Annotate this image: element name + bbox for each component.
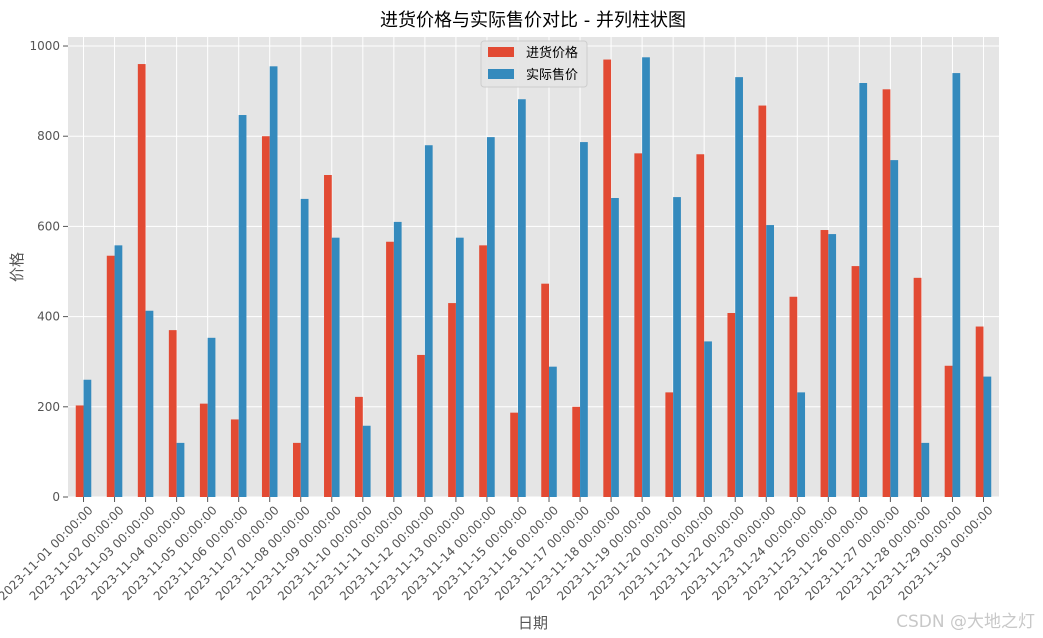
bar-sale-price bbox=[673, 197, 681, 498]
bar-purchase-price bbox=[230, 419, 239, 497]
bar-purchase-price bbox=[324, 175, 332, 497]
bar-purchase-price bbox=[634, 153, 643, 497]
bar-purchase-price bbox=[292, 442, 301, 497]
bar-sale-price bbox=[549, 366, 557, 497]
y-tick-label: 1000 bbox=[29, 39, 60, 53]
bar-sale-price bbox=[828, 234, 837, 497]
x-axis-label: 日期 bbox=[518, 614, 548, 632]
bars-group bbox=[75, 57, 992, 498]
bar-sale-price bbox=[517, 99, 526, 497]
bar-purchase-price bbox=[386, 241, 394, 497]
bar-purchase-price bbox=[572, 406, 581, 497]
bar-sale-price bbox=[859, 83, 868, 497]
bar-sale-price bbox=[580, 142, 588, 497]
bar-purchase-price bbox=[106, 255, 115, 497]
bar-sale-price bbox=[704, 341, 712, 497]
bar-sale-price bbox=[611, 198, 619, 497]
bar-purchase-price bbox=[355, 396, 363, 497]
bar-sale-price bbox=[83, 379, 92, 497]
bar-purchase-price bbox=[168, 330, 177, 497]
y-axis-label: 价格 bbox=[8, 252, 26, 282]
bar-purchase-price bbox=[913, 277, 922, 497]
bar-purchase-price bbox=[137, 64, 146, 497]
bar-purchase-price bbox=[727, 313, 736, 497]
legend-swatch-purchase bbox=[488, 47, 514, 57]
bar-purchase-price bbox=[417, 354, 425, 497]
bar-purchase-price bbox=[758, 105, 767, 498]
bar-purchase-price bbox=[851, 266, 860, 497]
bar-purchase-price bbox=[261, 136, 270, 497]
bar-purchase-price bbox=[541, 283, 550, 497]
bar-sale-price bbox=[766, 225, 775, 497]
bar-purchase-price bbox=[448, 303, 456, 497]
legend-label-purchase: 进货价格 bbox=[526, 45, 578, 61]
bar-sale-price bbox=[424, 145, 433, 497]
bar-sale-price bbox=[952, 73, 961, 497]
bar-purchase-price bbox=[820, 230, 829, 498]
bar-sale-price bbox=[455, 237, 464, 497]
bar-purchase-price bbox=[975, 326, 984, 497]
bar-sale-price bbox=[890, 160, 899, 497]
watermark: CSDN @大地之灯 bbox=[896, 612, 1035, 632]
bar-purchase-price bbox=[789, 296, 798, 497]
y-tick-label: 400 bbox=[37, 310, 60, 324]
bar-purchase-price bbox=[510, 412, 518, 497]
bar-sale-price bbox=[486, 137, 495, 497]
bar-sale-price bbox=[238, 115, 247, 498]
y-tick-label: 800 bbox=[37, 129, 60, 143]
y-axis: 0 200 400 600 800 1000 bbox=[29, 39, 68, 504]
bar-purchase-price bbox=[882, 89, 891, 498]
bar-sale-price bbox=[735, 77, 743, 497]
bar-sale-price bbox=[207, 337, 216, 497]
y-tick-label: 200 bbox=[37, 400, 60, 414]
y-tick-label: 600 bbox=[37, 219, 60, 233]
bar-purchase-price bbox=[665, 392, 674, 497]
legend: 进货价格 实际售价 bbox=[480, 40, 588, 88]
bar-purchase-price bbox=[603, 59, 612, 498]
legend-swatch-sale bbox=[488, 69, 514, 79]
bar-sale-price bbox=[269, 66, 278, 498]
bar-sale-price bbox=[362, 425, 371, 497]
chart-title: 进货价格与实际售价对比 - 并列柱状图 bbox=[380, 10, 686, 31]
bar-sale-price bbox=[642, 57, 650, 497]
bar-sale-price bbox=[393, 221, 402, 497]
legend-label-sale: 实际售价 bbox=[526, 67, 578, 83]
bar-sale-price bbox=[797, 392, 806, 497]
bar-sale-price bbox=[921, 442, 930, 497]
bar-purchase-price bbox=[944, 365, 953, 497]
bar-purchase-price bbox=[75, 405, 84, 497]
bar-sale-price bbox=[331, 237, 340, 497]
bar-sale-price bbox=[176, 442, 185, 497]
bar-sale-price bbox=[983, 376, 992, 497]
bar-sale-price bbox=[145, 310, 154, 497]
bar-purchase-price bbox=[199, 403, 208, 497]
bar-purchase-price bbox=[479, 245, 487, 497]
bar-purchase-price bbox=[696, 154, 705, 498]
y-tick-label: 0 bbox=[52, 490, 60, 504]
bar-sale-price bbox=[114, 245, 123, 497]
plot-background bbox=[68, 37, 999, 497]
bar-sale-price bbox=[300, 198, 309, 497]
